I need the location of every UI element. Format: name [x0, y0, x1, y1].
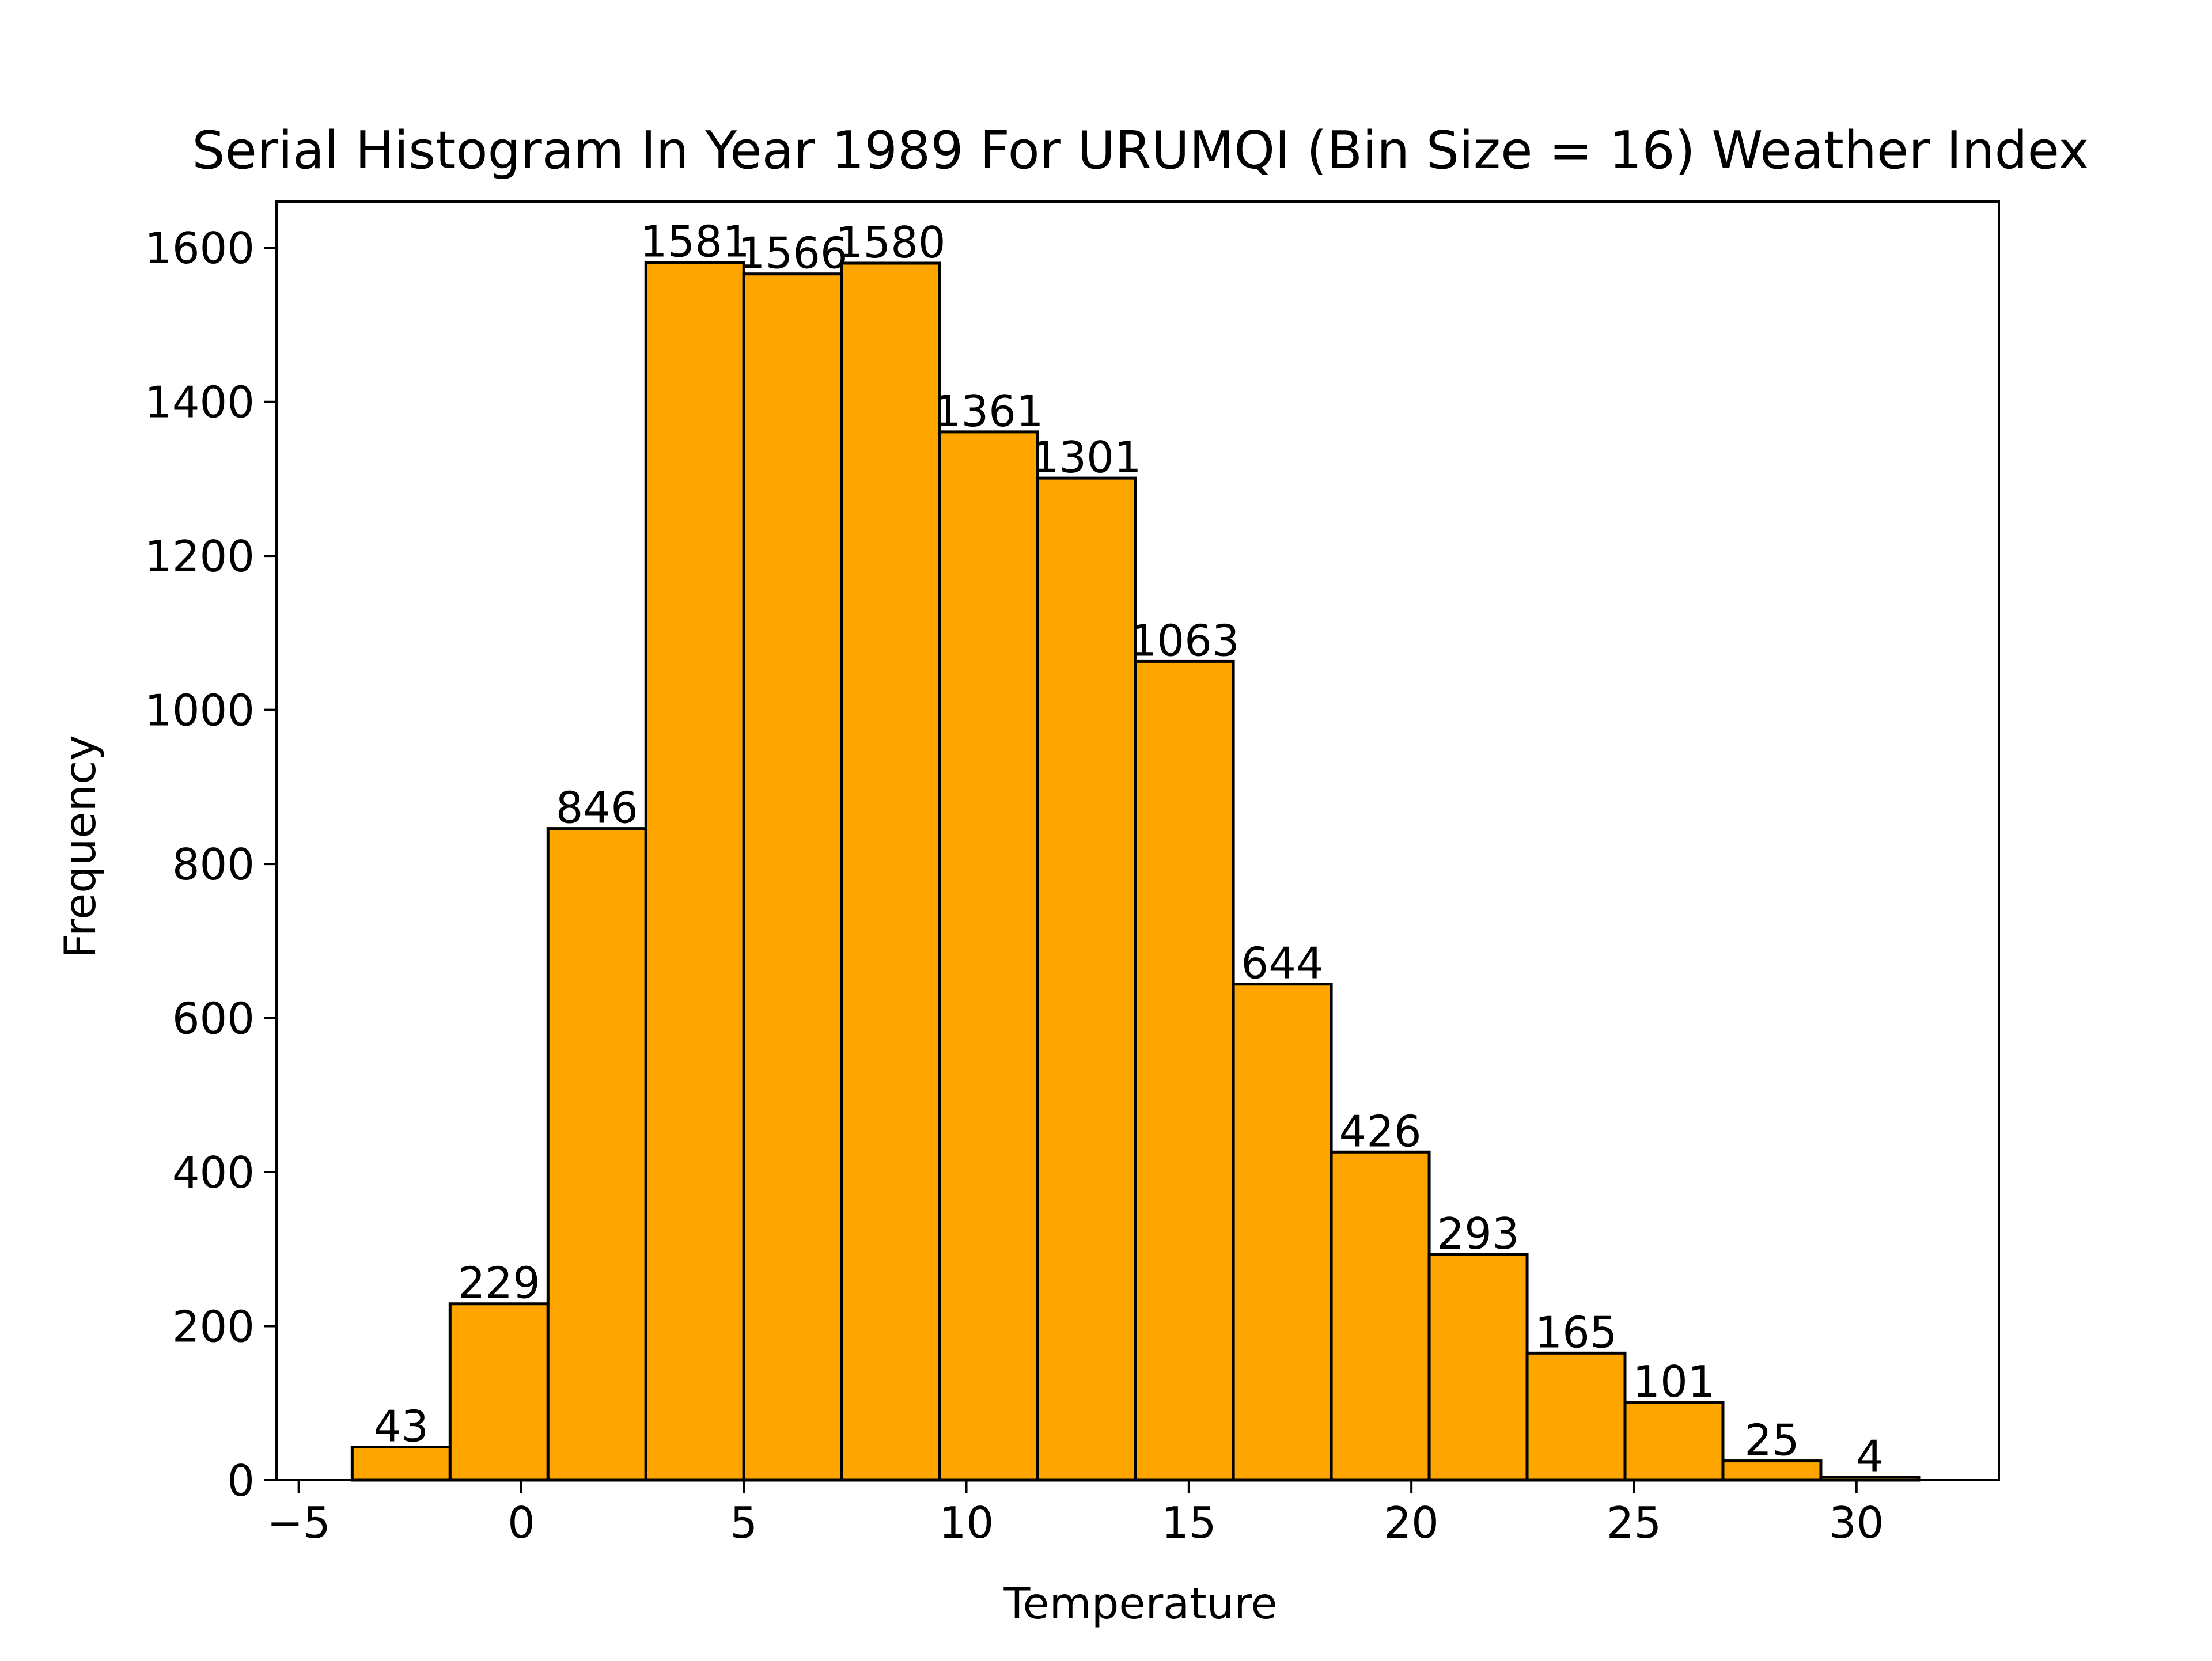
- x-tick-label: 25: [1607, 1497, 1661, 1548]
- y-tick-label: 800: [172, 839, 255, 890]
- bar-value-label: 1580: [836, 217, 946, 268]
- histogram-bar: [1623, 1401, 1725, 1482]
- histogram-bar: [1134, 659, 1235, 1482]
- x-tick-label: 20: [1384, 1497, 1438, 1548]
- bar-value-label: 101: [1633, 1356, 1715, 1407]
- bar-value-label: 1063: [1130, 615, 1240, 666]
- x-axis-label: Temperature: [1003, 1578, 1277, 1629]
- y-tick-label: 600: [172, 993, 255, 1044]
- histogram-bar: [350, 1445, 452, 1482]
- bar-value-label: 25: [1744, 1415, 1799, 1466]
- bar-value-label: 1566: [738, 228, 848, 279]
- plot-frame: [275, 200, 2000, 1481]
- x-tick-label: 5: [730, 1497, 757, 1548]
- x-tick-label: 30: [1829, 1497, 1884, 1548]
- histogram-bar: [1036, 476, 1137, 1482]
- y-axis-label: Frequency: [55, 735, 105, 958]
- y-tick-label: 1200: [145, 531, 255, 582]
- histogram-bar: [938, 430, 1039, 1482]
- histogram-bar: [742, 272, 843, 1482]
- y-axis: 0 200 400 600 800 1000 1200 1400 1600: [145, 223, 276, 1506]
- histogram-bar: [840, 261, 941, 1482]
- histogram-bar: [1525, 1351, 1627, 1482]
- y-tick-label: 0: [227, 1455, 255, 1506]
- x-tick-label: 0: [507, 1497, 535, 1548]
- bar-value-label: 293: [1437, 1208, 1519, 1259]
- bar-value-label: 644: [1241, 938, 1324, 989]
- x-tick-label: 10: [939, 1497, 994, 1548]
- histogram-bar: [1721, 1459, 1823, 1482]
- bar-value-label: 846: [556, 783, 638, 833]
- bars-layer: [350, 261, 1921, 1482]
- histogram-bar: [644, 261, 745, 1482]
- bar-value-label: 165: [1535, 1307, 1617, 1357]
- bar-value-label: 4: [1856, 1431, 1884, 1482]
- x-axis: −5 0 5 10 15 20 25 30: [267, 1480, 1884, 1548]
- y-tick-label: 1000: [145, 685, 255, 736]
- histogram-bar: [1330, 1150, 1431, 1482]
- histogram-bar: [546, 827, 647, 1482]
- bar-value-label: 1361: [934, 386, 1044, 437]
- histogram-bar: [448, 1302, 550, 1482]
- y-tick-label: 1400: [145, 377, 255, 428]
- chart-title: Serial Histogram In Year 1989 For URUMQI…: [192, 120, 2089, 181]
- y-tick-label: 400: [172, 1147, 255, 1198]
- bar-value-label: 1301: [1032, 432, 1142, 483]
- histogram-bar: [1427, 1253, 1529, 1482]
- bar-value-label: 43: [374, 1401, 429, 1451]
- x-tick-label: −5: [267, 1497, 331, 1548]
- bar-value-label: 1581: [640, 217, 750, 267]
- y-tick-label: 200: [172, 1302, 255, 1352]
- histogram-bar: [1232, 983, 1333, 1482]
- x-tick-label: 15: [1161, 1497, 1216, 1548]
- bar-value-label: 426: [1339, 1106, 1421, 1156]
- y-tick-label: 1600: [145, 223, 255, 274]
- bar-value-label: 229: [458, 1258, 540, 1309]
